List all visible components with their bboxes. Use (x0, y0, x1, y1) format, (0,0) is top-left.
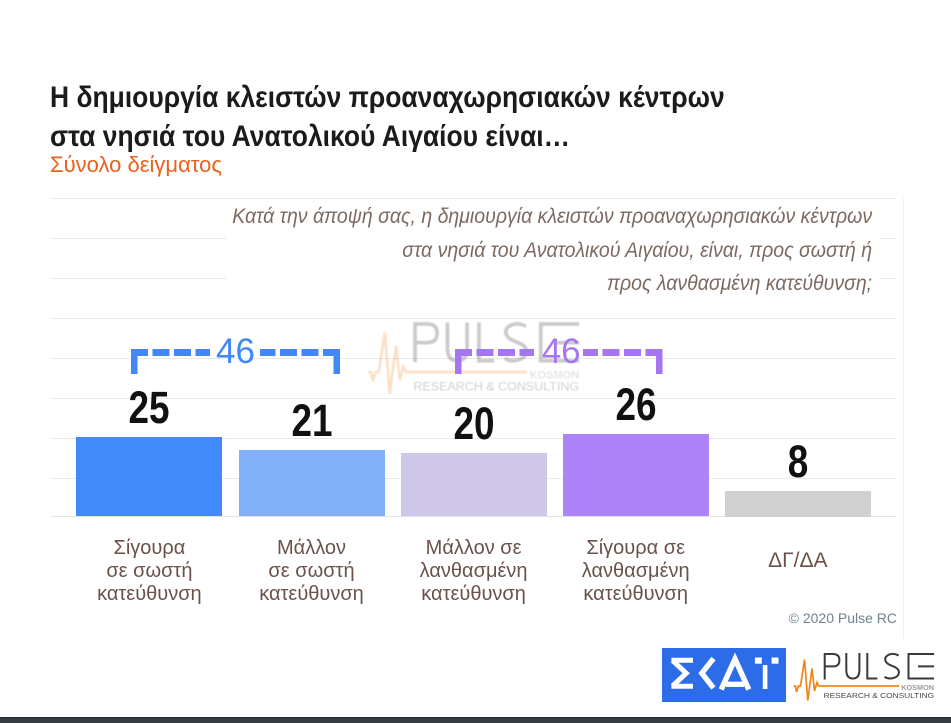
svg-text:RESEARCH & CONSULTING: RESEARCH & CONSULTING (413, 381, 579, 393)
svg-text:KOSMON: KOSMON (530, 369, 579, 381)
svg-text:KOSMON: KOSMON (901, 683, 934, 692)
svg-text:RESEARCH & CONSULTING: RESEARCH & CONSULTING (824, 691, 935, 700)
